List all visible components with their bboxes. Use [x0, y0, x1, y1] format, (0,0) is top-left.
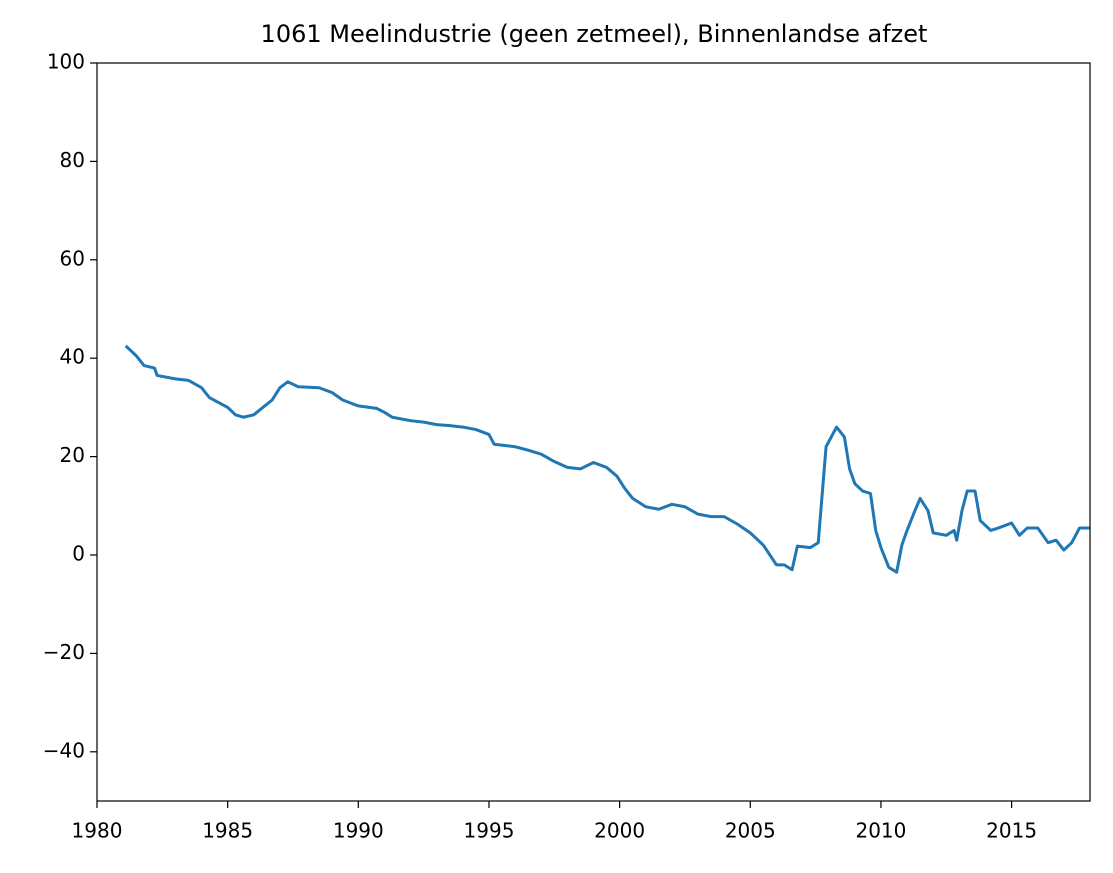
x-tick-label: 2010: [855, 819, 906, 843]
y-tick-label: −20: [43, 640, 85, 664]
chart-title: 1061 Meelindustrie (geen zetmeel), Binne…: [261, 20, 928, 48]
x-tick-label: 2005: [725, 819, 776, 843]
y-tick-label: −40: [43, 738, 85, 762]
x-tick-label: 1995: [464, 819, 515, 843]
data-line: [124, 344, 1090, 574]
plot-frame: [96, 62, 1091, 802]
y-tick-label: 80: [60, 148, 85, 172]
x-tick-label: 2000: [594, 819, 645, 843]
x-tick-label: 1985: [202, 819, 253, 843]
y-tick-label: 100: [47, 50, 85, 74]
x-tick-label: 2015: [986, 819, 1037, 843]
y-tick-label: 20: [60, 443, 85, 467]
y-tick-label: 60: [60, 246, 85, 270]
x-tick-label: 1990: [333, 819, 384, 843]
x-tick-label: 1980: [72, 819, 123, 843]
y-tick-label: 0: [72, 542, 85, 566]
y-tick-label: 40: [60, 345, 85, 369]
